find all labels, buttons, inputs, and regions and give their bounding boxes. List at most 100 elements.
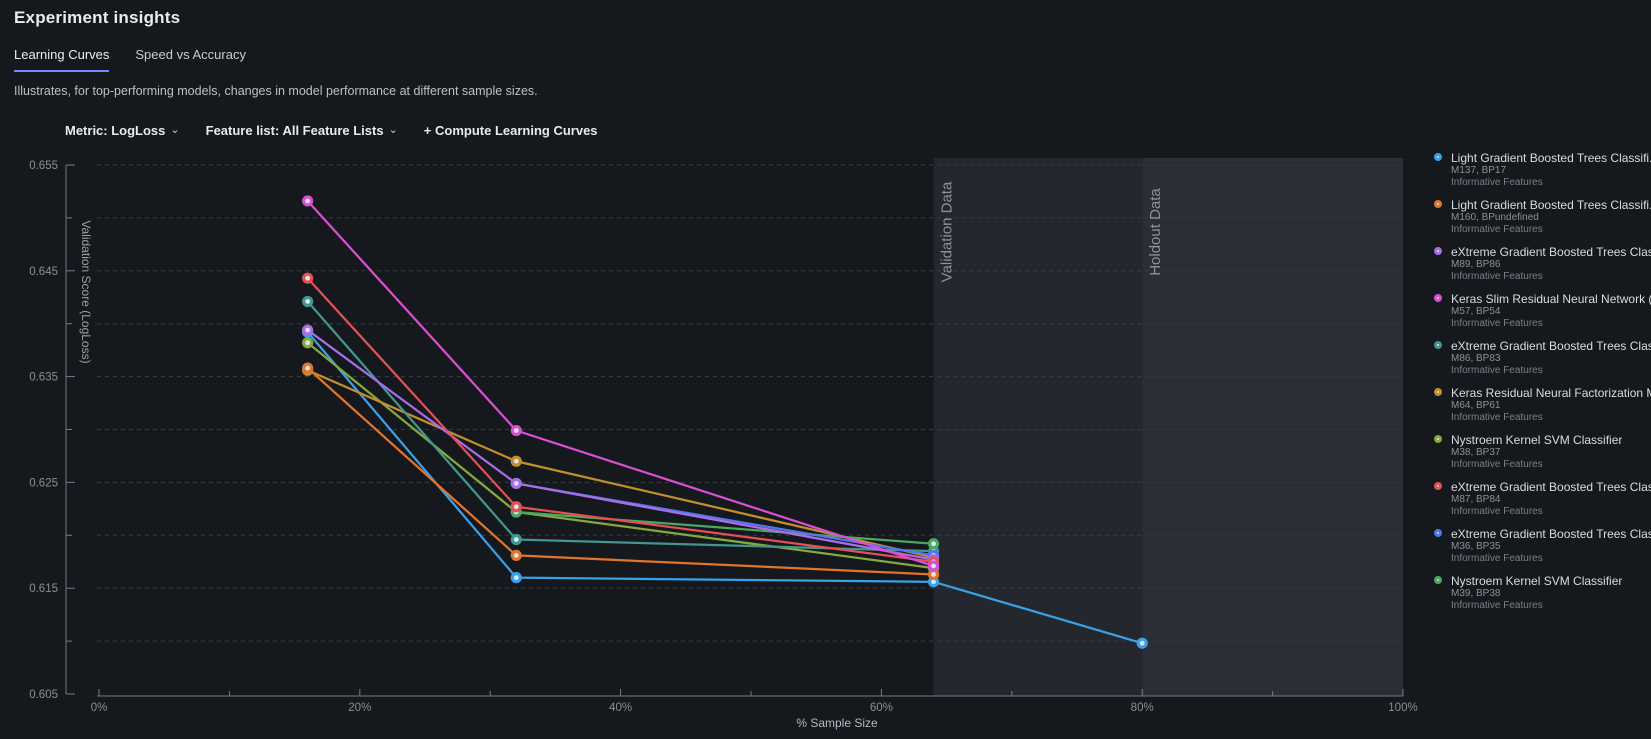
chevron-down-icon: ⌄ [388,124,398,136]
feature-list-dropdown[interactable]: Feature list: All Feature Lists ⌄ [206,123,398,138]
legend-feature-list: Informative Features [1451,365,1543,376]
x-axis-tick-label: 60% [870,702,893,714]
legend-marker-icon [1434,247,1442,255]
legend-item[interactable]: Keras Residual Neural Factorization M M64… [1434,386,1651,423]
legend-marker-icon [1434,576,1442,584]
y-axis-tick-label: 0.635 [29,372,58,384]
page-title: Experiment insights [14,8,181,27]
series-line [306,331,1143,645]
metric-dropdown[interactable]: Metric: LogLoss ⌄ [65,123,180,138]
x-axis-tick-label: 100% [1388,702,1417,714]
legend-model-name: Nystroem Kernel SVM Classifier [1451,574,1623,588]
compute-learning-curves-label: + Compute Learning Curves [423,123,598,138]
partition-band-label: Validation Data [939,181,956,282]
legend-marker-icon [1434,388,1442,396]
legend-item[interactable]: Keras Slim Residual Neural Network (M57,… [1434,292,1651,329]
insight-description: Illustrates, for top-performing models, … [14,84,538,98]
series-line [306,200,934,568]
x-axis-title: % Sample Size [796,716,878,730]
legend-feature-list: Informative Features [1451,177,1543,188]
legend-marker-icon [1434,435,1442,443]
legend-feature-list: Informative Features [1451,271,1543,282]
legend-marker-icon [1434,529,1442,537]
legend-model-id: M36, BP35 [1451,541,1501,552]
chart-controls: Metric: LogLoss ⌄ Feature list: All Feat… [65,123,598,138]
x-axis-tick-label: 20% [348,702,371,714]
legend-feature-list: Informative Features [1451,506,1543,517]
chevron-down-icon: ⌄ [170,124,180,136]
data-point[interactable] [302,337,314,349]
legend-model-name: Light Gradient Boosted Trees Classifi. [1451,151,1651,165]
tab-speed-vs-accuracy[interactable]: Speed vs Accuracy [135,47,246,62]
legend-item[interactable]: Light Gradient Boosted Trees Classifi. M1… [1434,198,1651,235]
y-axis-tick-label: 0.615 [29,583,58,595]
legend-model-id: M160, BPundefined [1451,212,1539,223]
legend-item[interactable]: eXtreme Gradient Boosted Trees Clas M86, … [1434,339,1651,376]
legend-model-name: eXtreme Gradient Boosted Trees Clas [1451,527,1651,541]
y-axis-tick-label: 0.645 [29,266,58,278]
legend-feature-list: Informative Features [1451,553,1543,564]
legend-marker-icon [1434,153,1442,161]
legend-feature-list: Informative Features [1451,600,1543,611]
y-axis-tick-label: 0.605 [29,689,58,701]
legend-marker-icon [1434,341,1442,349]
legend-model-name: eXtreme Gradient Boosted Trees Clas [1451,480,1651,494]
data-point[interactable] [510,533,522,546]
x-axis-tick-label: 0% [91,702,108,714]
data-point[interactable] [1136,637,1148,649]
partition-band-label: Holdout Data [1147,188,1164,276]
data-point[interactable] [302,272,314,284]
partition-band [1142,158,1403,696]
data-point[interactable] [510,549,522,562]
legend-item[interactable]: eXtreme Gradient Boosted Trees Clas M89, … [1434,245,1651,282]
legend-model-id: M137, BP17 [1451,165,1507,176]
legend-item[interactable]: Light Gradient Boosted Trees Classifi. M1… [1434,151,1651,188]
model-legend: Light Gradient Boosted Trees Classifi. M1… [1434,151,1651,621]
data-point[interactable] [510,455,522,467]
legend-item[interactable]: eXtreme Gradient Boosted Trees Clas M87, … [1434,480,1651,517]
legend-model-name: Keras Slim Residual Neural Network ( [1451,292,1651,306]
legend-marker-icon [1434,294,1442,302]
legend-feature-list: Informative Features [1451,412,1543,423]
legend-item[interactable]: eXtreme Gradient Boosted Trees Clas M36, … [1434,527,1651,564]
legend-model-id: M38, BP37 [1451,447,1501,458]
data-point[interactable] [510,477,522,490]
data-point[interactable] [927,560,940,572]
feature-list-dropdown-label: Feature list: All Feature Lists [205,123,384,138]
data-point[interactable] [302,195,314,207]
legend-item[interactable]: Nystroem Kernel SVM Classifier M38, BP37 I… [1434,433,1651,470]
data-point[interactable] [510,501,522,513]
legend-model-id: M89, BP86 [1451,259,1501,270]
tab-learning-curves[interactable]: Learning Curves [14,47,110,72]
data-point[interactable] [302,362,314,374]
x-axis-tick-label: 40% [609,702,632,714]
data-point[interactable] [510,572,522,584]
legend-model-name: Keras Residual Neural Factorization M [1451,386,1651,400]
legend-marker-icon [1434,200,1442,208]
data-point[interactable] [510,424,522,437]
legend-model-name: eXtreme Gradient Boosted Trees Clas [1451,245,1651,259]
legend-model-name: Light Gradient Boosted Trees Classifi. [1451,198,1651,212]
metric-dropdown-label: Metric: LogLoss [65,123,166,138]
compute-learning-curves-button[interactable]: + Compute Learning Curves [424,123,598,138]
data-point[interactable] [302,295,314,308]
y-axis-title: Validation Score (LogLoss) [79,220,93,363]
series-line [516,510,934,545]
legend-marker-icon [1434,482,1442,490]
legend-feature-list: Informative Features [1451,224,1543,235]
data-point[interactable] [927,568,940,581]
legend-model-id: M87, BP84 [1451,494,1501,505]
legend-model-id: M57, BP54 [1451,306,1501,317]
legend-model-name: eXtreme Gradient Boosted Trees Clas [1451,339,1651,353]
legend-feature-list: Informative Features [1451,318,1543,329]
x-axis-tick-label: 80% [1131,702,1154,714]
legend-model-id: M86, BP83 [1451,353,1501,364]
data-point[interactable] [302,324,314,336]
legend-model-id: M64, BP61 [1451,400,1501,411]
data-point[interactable] [927,538,940,550]
legend-model-name: Nystroem Kernel SVM Classifier [1451,433,1623,447]
legend-model-id: M39, BP38 [1451,588,1501,599]
legend-feature-list: Informative Features [1451,459,1543,470]
legend-item[interactable]: Nystroem Kernel SVM Classifier M39, BP38 I… [1434,574,1651,611]
